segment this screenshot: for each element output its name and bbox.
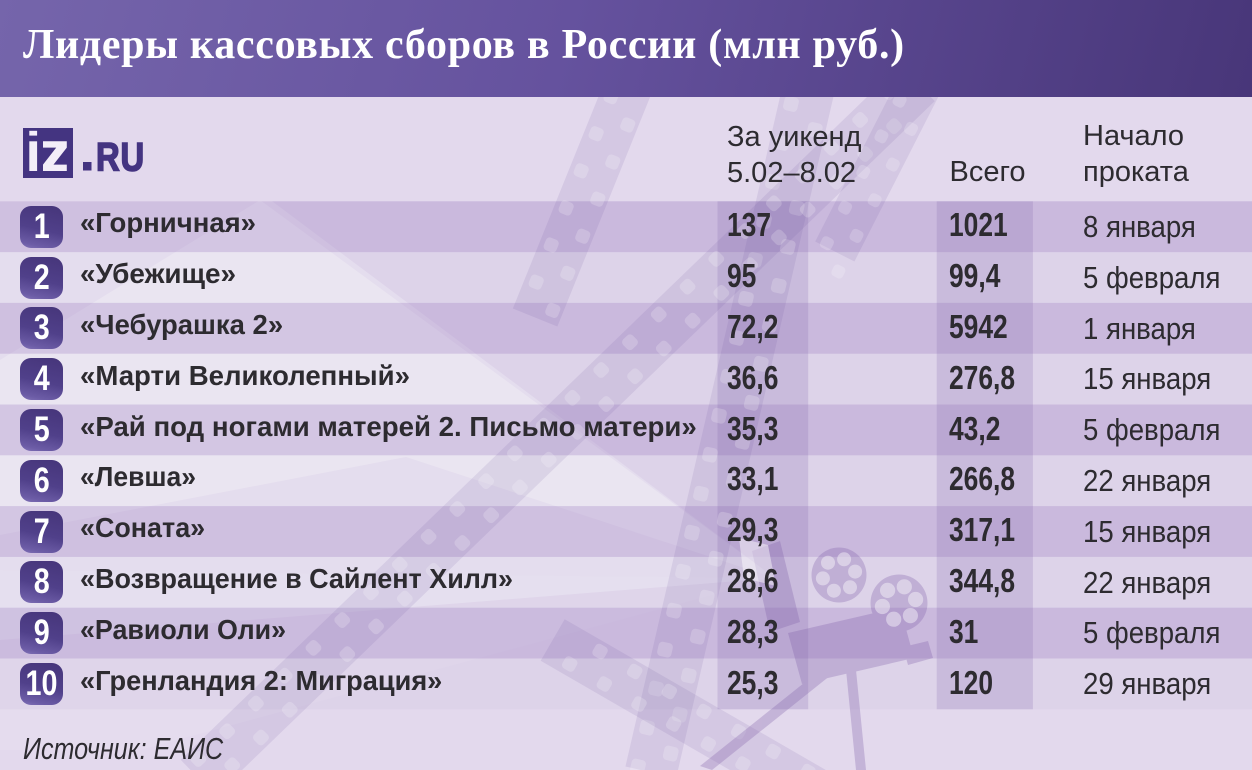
svg-text:RU: RU xyxy=(96,134,145,179)
